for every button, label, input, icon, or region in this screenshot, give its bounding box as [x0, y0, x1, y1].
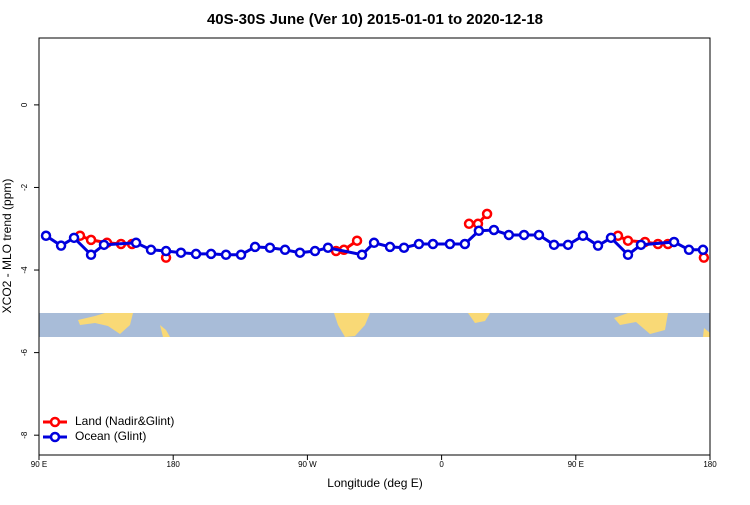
point: [98, 239, 110, 251]
point: [145, 244, 157, 256]
point: [413, 238, 425, 250]
point: [488, 224, 500, 236]
point: [444, 238, 456, 250]
point: [518, 229, 530, 241]
y-tick-label: -8: [20, 431, 29, 439]
point: [481, 208, 493, 220]
point: [459, 238, 471, 250]
point: [384, 241, 396, 253]
point: [463, 218, 475, 230]
point: [68, 232, 80, 244]
point: [503, 229, 515, 241]
x-tick-label: 0: [439, 460, 444, 469]
point: [683, 244, 695, 256]
point: [309, 245, 321, 257]
point: [562, 239, 574, 251]
x-tick-label: 90 E: [568, 460, 584, 469]
point: [235, 249, 247, 261]
x-tick-label: 180: [703, 460, 717, 469]
y-tick-label: -2: [20, 183, 29, 191]
point: [668, 236, 680, 248]
point: [398, 242, 410, 253]
point: [368, 237, 380, 249]
point: [473, 225, 485, 237]
point: [190, 248, 202, 260]
point: [533, 229, 545, 241]
point: [205, 248, 217, 260]
y-tick-label: 0: [20, 102, 29, 107]
y-axis-label: XCO2 - MLO trend (ppm): [0, 179, 14, 314]
point: [85, 249, 97, 261]
point: [322, 242, 334, 253]
point: [220, 249, 232, 261]
x-tick-label: 180: [167, 460, 181, 469]
point: [697, 244, 709, 256]
legend-label: Land (Nadir&Glint): [75, 414, 174, 428]
point: [85, 234, 97, 246]
y-tick-label: -6: [20, 349, 29, 357]
point: [264, 242, 276, 253]
point: [294, 247, 306, 258]
point: [635, 239, 647, 251]
point: [279, 244, 291, 256]
legend-label: Ocean (Glint): [75, 429, 146, 443]
legend-marker: [49, 416, 61, 428]
point: [55, 240, 67, 251]
point: [622, 249, 634, 261]
legend-marker: [49, 431, 61, 443]
point: [356, 249, 368, 261]
point: [622, 235, 634, 246]
point: [130, 237, 142, 249]
x-tick-label: 90 W: [298, 460, 317, 469]
point: [249, 241, 261, 253]
point: [160, 245, 172, 257]
point: [351, 235, 363, 246]
chart-title: 40S-30S June (Ver 10) 2015-01-01 to 2020…: [207, 11, 543, 28]
point: [605, 232, 617, 244]
point: [577, 230, 589, 242]
y-tick-label: -4: [20, 266, 29, 274]
point: [40, 230, 52, 242]
point: [427, 238, 439, 250]
x-axis-label: Longitude (deg E): [327, 476, 422, 490]
point: [548, 239, 560, 251]
point: [592, 240, 604, 251]
plot-frame: [38, 37, 711, 456]
map-strip: [39, 313, 710, 337]
point: [175, 247, 187, 258]
x-tick-label: 90 E: [31, 460, 47, 469]
